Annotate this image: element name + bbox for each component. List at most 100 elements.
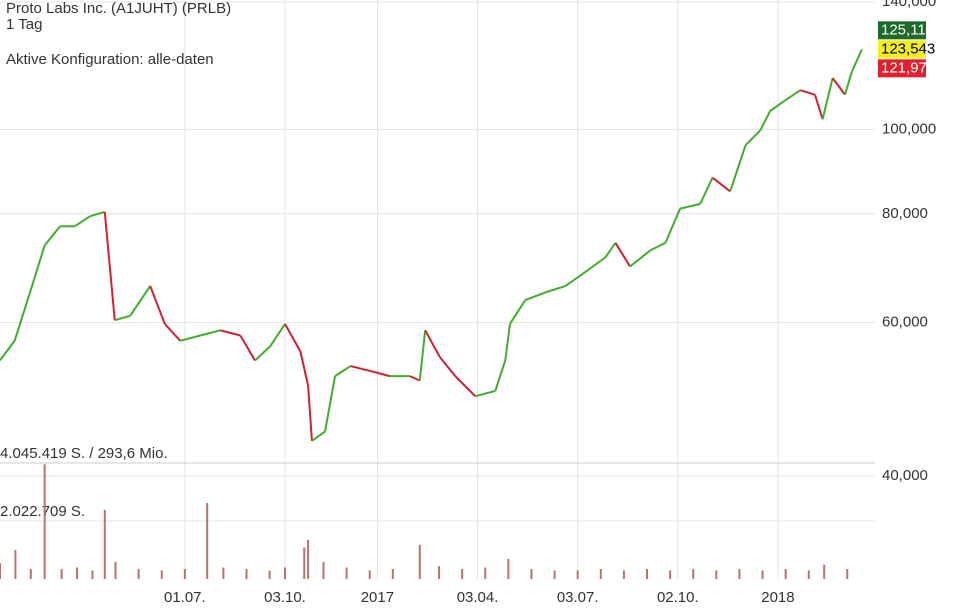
price-segment (744, 129, 761, 146)
price-segment (813, 94, 824, 120)
volume-bar (222, 567, 225, 579)
price-segment (711, 176, 731, 193)
y-tick-label: 4.045.419 S. / 293,6 Mio. (0, 445, 168, 462)
volume-bar (29, 568, 32, 579)
price-badge-label: 121,974 (881, 59, 935, 76)
price-segment (299, 351, 310, 386)
volume-bar (137, 568, 140, 579)
volume-bar (846, 568, 849, 579)
volume-bar (507, 558, 510, 579)
y-tick-label: 40,000 (882, 467, 928, 484)
price-segment (784, 89, 801, 102)
x-tick-label: 01.07. (164, 589, 206, 606)
x-tick-label: 2017 (361, 589, 394, 606)
y-tick-label: 60,000 (882, 314, 928, 331)
price-segment (269, 323, 286, 347)
price-segment (418, 330, 427, 381)
price-segment (729, 144, 747, 192)
volume-bar (484, 567, 487, 579)
price-segment (769, 99, 786, 112)
price-badge (878, 40, 926, 59)
volume-bar (183, 568, 186, 579)
y-tick-label: 2.022.709 S. (0, 503, 85, 520)
volume-bar (530, 568, 533, 579)
price-segment (0, 340, 16, 362)
price-segment (821, 77, 834, 120)
price-segment (679, 203, 701, 210)
price-segment (13, 292, 31, 342)
interval: 1 Tag (6, 16, 42, 33)
volume-bar (418, 544, 421, 579)
volume-bar (76, 567, 79, 579)
volume-bar (43, 464, 46, 579)
x-tick-label: 03.04. (457, 589, 499, 606)
price-segment (799, 89, 816, 96)
price-segment (324, 375, 337, 432)
price-segment (284, 323, 302, 352)
price-segment (370, 370, 390, 378)
price-segment (89, 210, 106, 218)
price-segment (179, 334, 201, 342)
price-segment (664, 208, 682, 244)
volume-bar (692, 568, 695, 579)
volume-bar (307, 540, 310, 579)
price-segment (129, 285, 152, 317)
price-segment (604, 242, 617, 258)
price-segment (844, 71, 853, 95)
volume-bar (738, 568, 741, 579)
y-tick-label: 140,000 (882, 0, 936, 10)
volume-bar (368, 570, 371, 579)
price-segment (629, 249, 651, 268)
price-segment (850, 48, 863, 72)
price-segment (545, 285, 566, 294)
volume-bar (715, 570, 718, 579)
price-segment (74, 215, 91, 228)
price-segment (564, 271, 586, 287)
price-segment (239, 335, 256, 361)
price-badge (878, 21, 926, 40)
price-segment (164, 323, 181, 342)
volume-bar (160, 570, 163, 579)
price-segment (759, 110, 772, 131)
volume-bar (103, 509, 106, 579)
price-segment (504, 323, 511, 361)
price-segment (334, 365, 352, 377)
price-segment (439, 356, 456, 377)
x-tick-label: 03.10. (264, 589, 306, 606)
y-tick-label: 80,000 (882, 205, 928, 222)
x-tick-label: 2018 (761, 589, 794, 606)
volume-bar (283, 567, 286, 579)
y-tick-label: 100,000 (882, 120, 936, 137)
price-segment (494, 360, 507, 392)
volume-bar (114, 561, 117, 579)
volume-bar (438, 566, 441, 579)
chart-title: Proto Labs Inc. (A1JUHT) (PRLB) (6, 0, 231, 17)
volume-bar (461, 568, 464, 579)
volume-bar (784, 568, 787, 579)
price-segment (699, 177, 714, 205)
volume-bar (322, 561, 325, 579)
volume-bar (0, 563, 1, 579)
x-tick-label: 02.10. (657, 589, 699, 606)
volume-bar (646, 568, 649, 579)
volume-bar (268, 570, 271, 579)
price-segment (114, 314, 131, 322)
price-segment (200, 329, 221, 337)
volume-bar (669, 570, 672, 579)
volume-bar (553, 570, 556, 579)
volume-bar (245, 568, 248, 579)
price-segment (43, 225, 61, 246)
price-segment (454, 375, 476, 397)
price-segment (509, 299, 527, 325)
price-segment (254, 345, 272, 362)
volume-bar (60, 568, 63, 579)
volume-bar (622, 570, 625, 579)
x-tick-label: 03.07. (557, 589, 599, 606)
price-segment (103, 211, 116, 321)
price-segment (307, 385, 313, 441)
price-segment (220, 329, 241, 337)
price-segment (649, 241, 666, 252)
volume-bar (599, 568, 602, 579)
volume-bar (807, 570, 810, 579)
price-segment (524, 291, 546, 301)
